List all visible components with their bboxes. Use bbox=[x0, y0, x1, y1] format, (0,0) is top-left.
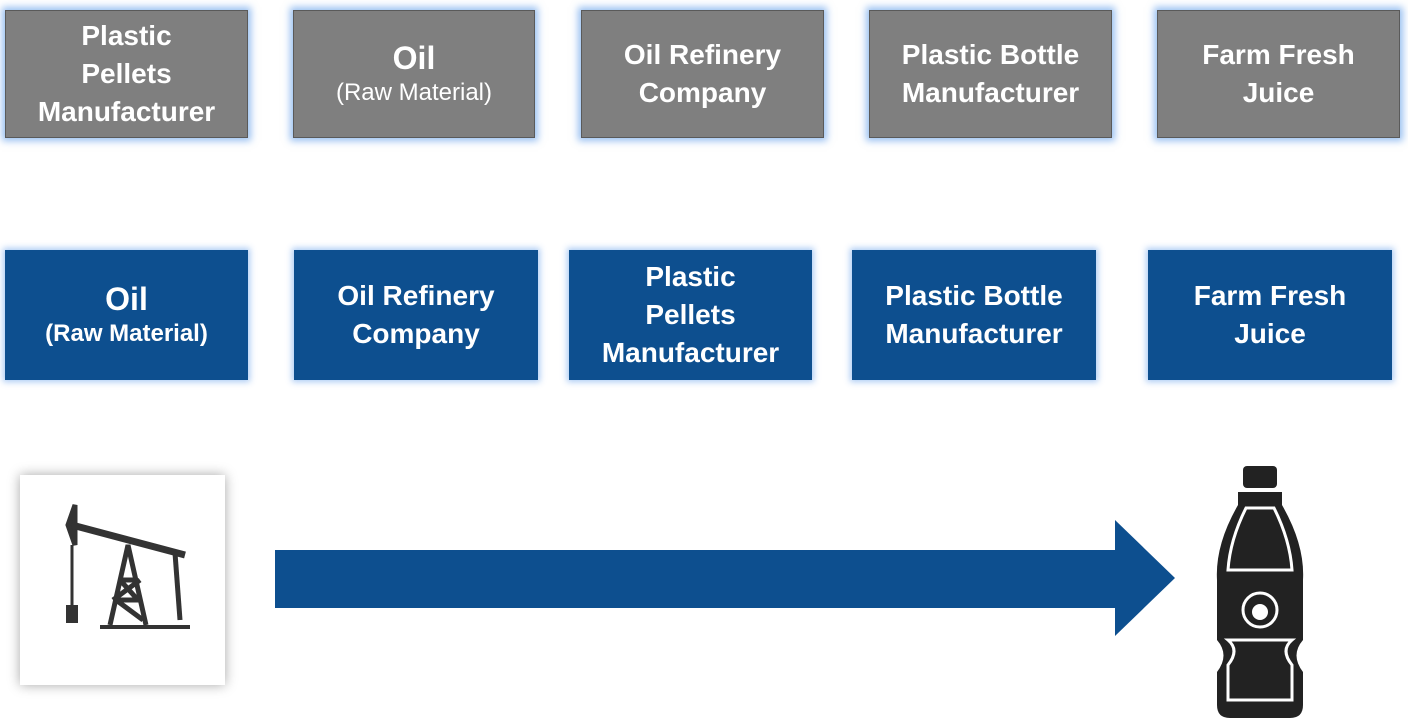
stage-box: Plastic Pellets Manufacturer bbox=[5, 10, 248, 138]
stage-box: Oil Refinery Company bbox=[581, 10, 824, 138]
box-label: Plastic Bottle bbox=[885, 280, 1063, 311]
stage-box: Plastic Bottle Manufacturer bbox=[852, 250, 1096, 380]
stage-box: Oil Refinery Company bbox=[294, 250, 538, 380]
stage-box: Oil (Raw Material) bbox=[5, 250, 248, 380]
box-label: Manufacturer bbox=[37, 96, 216, 127]
box-label: Plastic Bottle bbox=[901, 39, 1080, 70]
box-label: Oil bbox=[392, 40, 436, 76]
box-label: Pellets bbox=[645, 299, 736, 330]
box-label: Company bbox=[638, 77, 767, 108]
box-label: Pellets bbox=[81, 58, 172, 89]
box-label: Farm Fresh bbox=[1193, 280, 1347, 311]
box-label: Plastic bbox=[645, 261, 736, 292]
juice-bottle-icon bbox=[1216, 466, 1304, 718]
box-label: Manufacturer bbox=[885, 318, 1063, 349]
box-label: Farm Fresh bbox=[1202, 39, 1355, 70]
stage-box: Farm Fresh Juice bbox=[1148, 250, 1392, 380]
box-label: Company bbox=[352, 318, 480, 349]
stage-box: Oil (Raw Material) bbox=[293, 10, 535, 138]
box-label: Manufacturer bbox=[901, 77, 1080, 108]
box-label: Juice bbox=[1234, 318, 1306, 349]
box-label: Oil Refinery bbox=[337, 280, 495, 311]
box-label: Oil Refinery bbox=[623, 39, 782, 70]
box-note: (Raw Material) bbox=[335, 79, 493, 106]
box-label: Oil bbox=[105, 281, 148, 317]
stage-box: Farm Fresh Juice bbox=[1157, 10, 1400, 138]
oil-pump-icon bbox=[65, 504, 190, 629]
box-label: Manufacturer bbox=[601, 337, 780, 368]
stage-box: Plastic Pellets Manufacturer bbox=[569, 250, 812, 380]
stage-box: Plastic Bottle Manufacturer bbox=[869, 10, 1112, 138]
box-label: Plastic bbox=[81, 20, 172, 51]
box-label: Juice bbox=[1242, 77, 1315, 108]
box-note: (Raw Material) bbox=[45, 320, 208, 347]
arrow bbox=[275, 520, 1175, 636]
